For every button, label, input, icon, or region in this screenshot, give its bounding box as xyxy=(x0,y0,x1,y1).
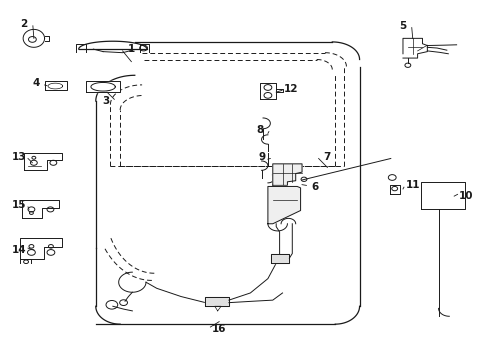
Polygon shape xyxy=(86,81,120,92)
Polygon shape xyxy=(420,182,464,210)
Polygon shape xyxy=(20,238,61,259)
Text: 12: 12 xyxy=(283,84,298,94)
Text: 7: 7 xyxy=(323,152,330,162)
Text: 15: 15 xyxy=(12,200,26,210)
Text: 11: 11 xyxy=(405,180,419,190)
Polygon shape xyxy=(267,186,300,224)
Polygon shape xyxy=(389,185,399,194)
Text: 16: 16 xyxy=(211,324,226,334)
Text: 13: 13 xyxy=(12,152,26,162)
Polygon shape xyxy=(44,81,66,90)
Text: 4: 4 xyxy=(32,78,40,88)
Polygon shape xyxy=(272,164,302,185)
Polygon shape xyxy=(24,153,61,170)
Text: 2: 2 xyxy=(20,19,28,29)
Polygon shape xyxy=(260,83,276,99)
Text: 14: 14 xyxy=(12,245,26,255)
Text: 9: 9 xyxy=(258,152,264,162)
Polygon shape xyxy=(402,39,427,58)
Text: 8: 8 xyxy=(256,125,263,135)
Text: 1: 1 xyxy=(127,44,135,54)
Polygon shape xyxy=(21,200,59,219)
Polygon shape xyxy=(271,253,289,263)
Text: 3: 3 xyxy=(102,96,109,106)
Polygon shape xyxy=(205,297,228,306)
Text: 10: 10 xyxy=(458,191,473,201)
Text: 5: 5 xyxy=(399,21,406,31)
Text: 6: 6 xyxy=(311,182,318,192)
